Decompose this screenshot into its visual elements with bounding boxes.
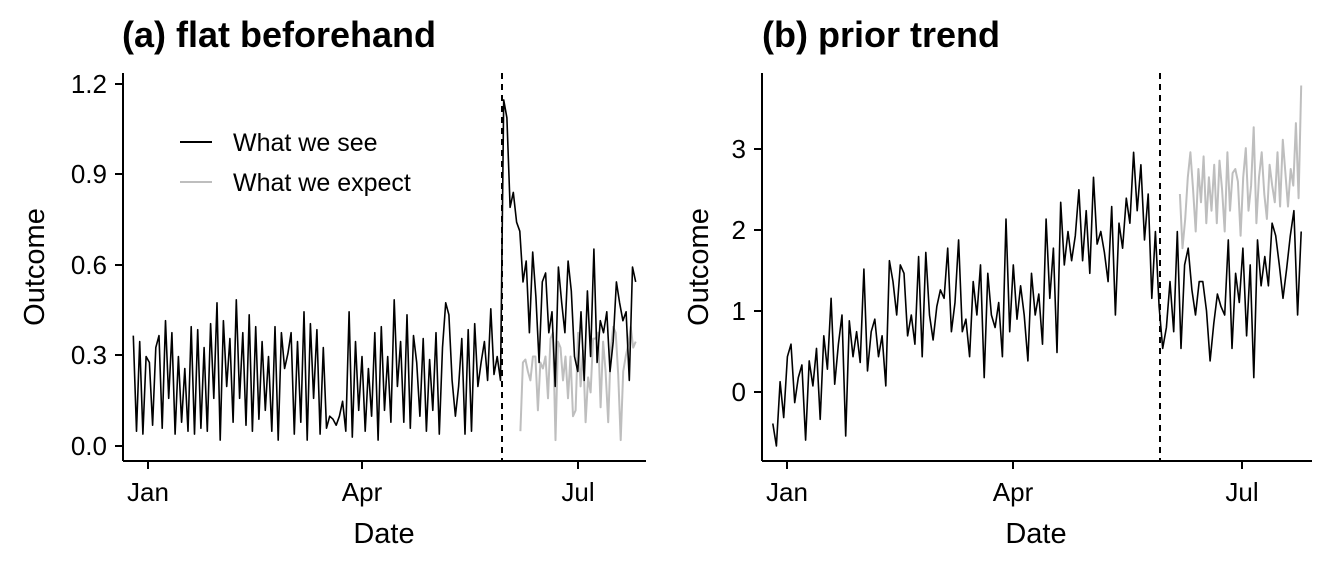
panel-a-series-observed xyxy=(132,99,637,441)
panel-b-title: (b) prior trend xyxy=(762,14,1000,55)
panel-a: (a) flat beforehand 0.0 0.3 0.6 0.9 1.2 … xyxy=(19,14,646,550)
panel-b-x-tick-label: Apr xyxy=(993,477,1034,507)
panel-a-x-tick-label: Jul xyxy=(561,477,594,507)
panel-a-y-axis-label: Outcome xyxy=(19,208,51,326)
legend-label-expected: What we expect xyxy=(233,169,411,197)
panel-a-y-tick-label: 0.0 xyxy=(71,431,107,461)
panel-b-x-tick-label: Jul xyxy=(1225,477,1258,507)
panel-a-y-tick-label: 0.9 xyxy=(71,159,107,189)
panel-b-x-axis: Jan Apr Jul Date xyxy=(762,460,1312,550)
panel-a-y-tick-label: 1.2 xyxy=(71,69,107,99)
panel-a-x-axis-label: Date xyxy=(353,518,414,550)
panel-a-title: (a) flat beforehand xyxy=(122,14,436,55)
panel-b-x-tick-label: Jan xyxy=(766,477,808,507)
panel-a-x-tick-label: Apr xyxy=(342,477,383,507)
panel-b-y-axis: 0 1 2 3 Outcome xyxy=(683,73,763,461)
panel-a-x-tick-label: Jan xyxy=(127,477,169,507)
panel-b-y-axis-label: Outcome xyxy=(683,208,715,326)
panel-b-y-tick-label: 1 xyxy=(732,296,746,326)
panel-b: (b) prior trend 0 1 2 3 Outcome Jan Apr … xyxy=(683,14,1312,550)
legend-label-observed: What we see xyxy=(233,129,378,157)
panel-a-x-axis: Jan Apr Jul Date xyxy=(123,460,646,550)
panel-b-series-observed xyxy=(772,151,1302,447)
panel-b-series-expected xyxy=(1178,85,1303,250)
panel-a-legend: What we see What we expect xyxy=(180,129,411,197)
panel-b-x-axis-label: Date xyxy=(1005,518,1066,550)
panel-b-y-tick-label: 0 xyxy=(732,377,746,407)
panel-b-y-tick-label: 2 xyxy=(732,215,746,245)
panel-a-y-axis: 0.0 0.3 0.6 0.9 1.2 Outcome xyxy=(19,69,124,461)
panel-a-y-tick-label: 0.3 xyxy=(71,340,107,370)
panel-a-y-tick-label: 0.6 xyxy=(71,250,107,280)
panel-b-y-tick-label: 3 xyxy=(732,134,746,164)
panel-a-series-expected xyxy=(519,325,637,442)
